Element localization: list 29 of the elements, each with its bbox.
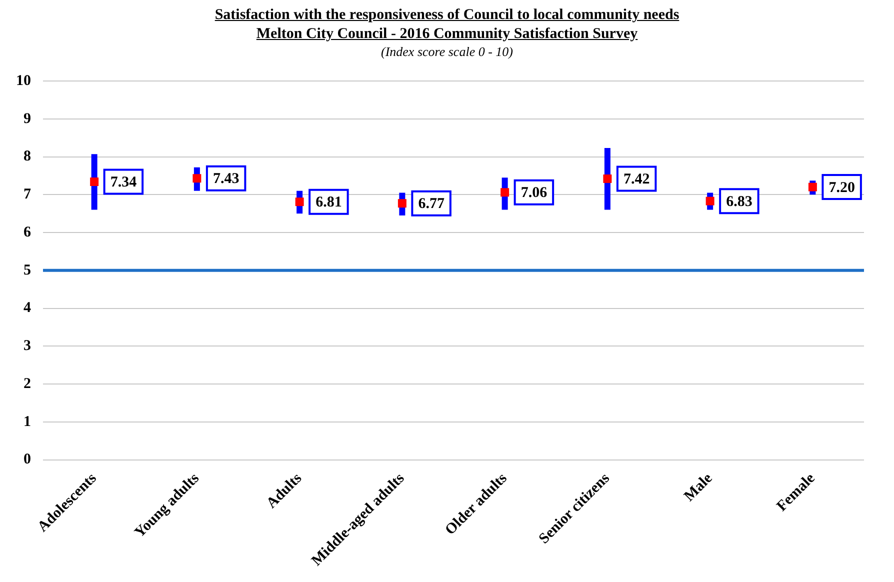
data-label: 7.34 [110, 174, 138, 191]
point [808, 182, 817, 192]
y-tick-label: 6 [24, 224, 32, 240]
chart-title: Satisfaction with the responsiveness of Council to local community needs Melton City Council - 2016 Community Satisfaction Survey [214, 6, 680, 44]
data-label: 7.20 [828, 180, 855, 196]
y-tick-label: 7 [24, 186, 32, 202]
data-label: 7.06 [520, 185, 548, 202]
y-tick-label: 2 [24, 376, 31, 392]
y-tick-label: 9 [24, 110, 31, 127]
point [706, 196, 714, 206]
point [398, 199, 406, 208]
y-tick-label: 3 [24, 338, 31, 354]
chart-subtitle: (Index score scale 0 - 10) [380, 44, 514, 60]
data-label: 7.43 [212, 171, 240, 188]
y-tick-label: 0 [24, 452, 31, 468]
point [500, 188, 510, 197]
y-tick-label: 8 [24, 148, 31, 165]
point [295, 198, 304, 206]
data-label: 7.42 [623, 172, 650, 188]
data-label: 6.77 [418, 196, 445, 212]
data-label: 6.83 [726, 194, 752, 210]
y-tick-label: 10 [16, 72, 31, 89]
y-tick-label: 1 [24, 414, 31, 430]
y-tick-label: 4 [24, 300, 32, 316]
point [90, 178, 99, 186]
y-tick-label: 5 [24, 262, 31, 278]
point [192, 174, 202, 183]
data-label: 6.81 [316, 194, 342, 211]
point [603, 174, 612, 183]
